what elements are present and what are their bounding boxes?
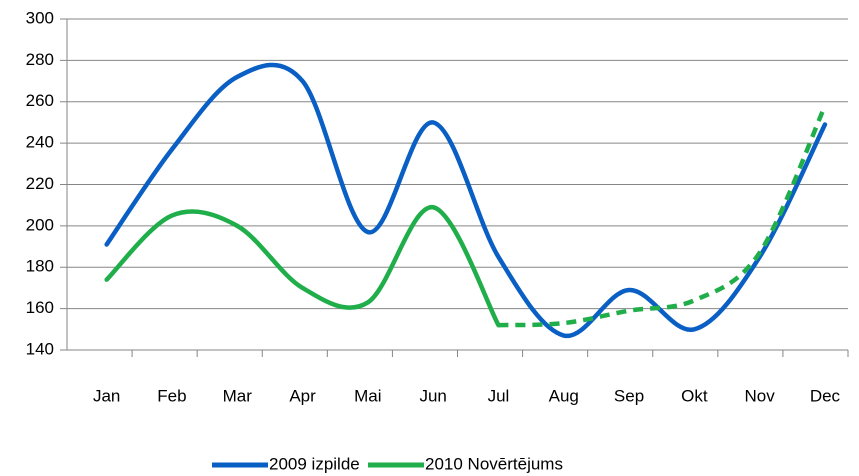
y-tick-label: 300 (26, 8, 54, 27)
y-tick-label: 280 (26, 50, 54, 69)
x-tick-label: Apr (289, 386, 316, 405)
x-tick-label: Okt (681, 386, 708, 405)
x-tick-label: Jul (488, 386, 510, 405)
line-series (498, 104, 828, 328)
x-tick-label: Mar (223, 386, 253, 405)
x-tick-label: Aug (549, 386, 579, 405)
y-tick-label: 200 (26, 215, 54, 234)
x-tick-label: Nov (745, 386, 776, 405)
legend-label: 2010 Novērtējums (425, 454, 563, 473)
legend-label: 2009 izpilde (269, 454, 360, 473)
x-tick-label: Jun (419, 386, 446, 405)
line-series (104, 62, 828, 338)
line-series (104, 205, 501, 328)
y-tick-label: 180 (26, 257, 54, 276)
x-tick-label: Jan (93, 386, 120, 405)
y-tick-label: 220 (26, 174, 54, 193)
y-tick-label: 140 (26, 339, 54, 358)
y-tick-label: 260 (26, 91, 54, 110)
x-tick-label: Feb (157, 386, 186, 405)
x-tick-label: Dec (810, 386, 841, 405)
x-tick-label: Mai (354, 386, 381, 405)
x-tick-label: Sep (614, 386, 644, 405)
y-tick-label: 160 (26, 298, 54, 317)
y-tick-label: 240 (26, 133, 54, 152)
